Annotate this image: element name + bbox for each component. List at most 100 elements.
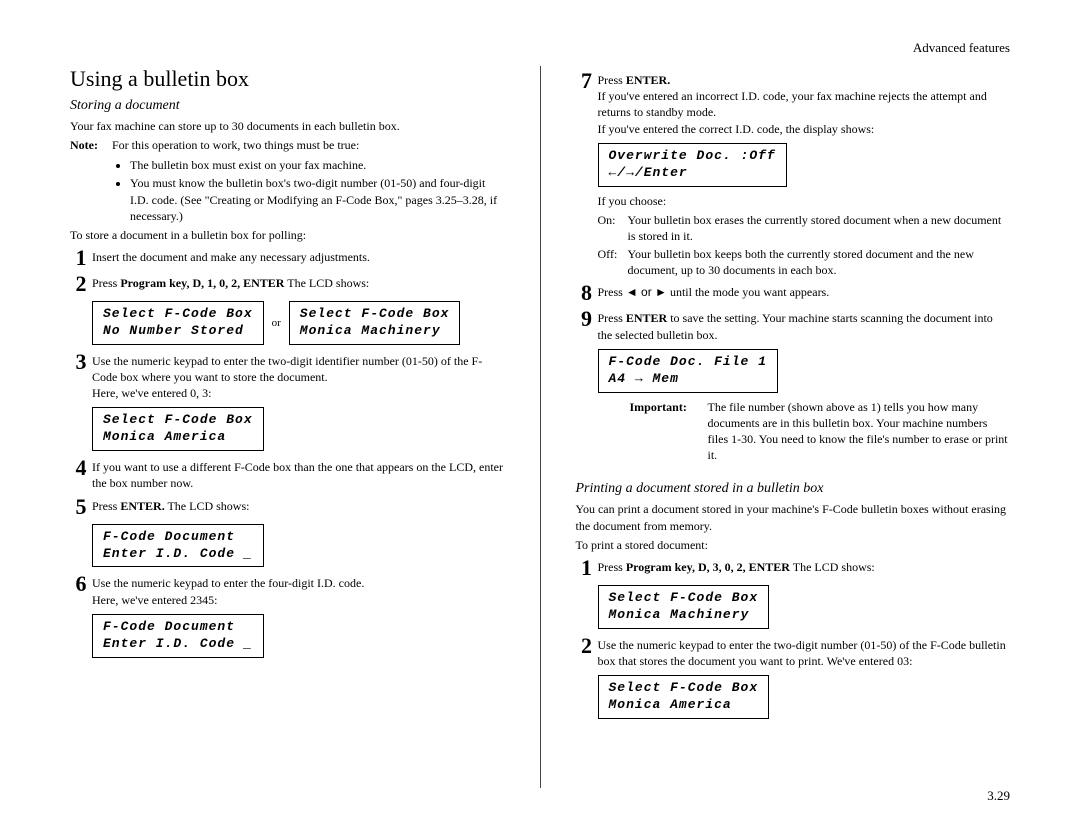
off-label: Off: bbox=[598, 246, 628, 278]
bullet-item: The bulletin box must exist on your fax … bbox=[130, 157, 505, 173]
right-column: 7 Press ENTER. If you've entered an inco… bbox=[576, 66, 1011, 788]
column-divider bbox=[540, 66, 541, 788]
lcd-row: F-Code Doc. File 1 A4 → Mem bbox=[598, 347, 1011, 395]
lcd-display: F-Code Doc. File 1 A4 → Mem bbox=[598, 349, 778, 393]
step-4: 4 If you want to use a different F-Code … bbox=[70, 457, 505, 491]
page: Advanced features Using a bulletin box S… bbox=[0, 0, 1080, 834]
lcd-display: Select F-Code Box Monica Machinery bbox=[598, 585, 770, 629]
lcd-line: Select F-Code Box bbox=[609, 590, 759, 607]
lcd-display: Select F-Code Box Monica Machinery bbox=[289, 301, 461, 345]
lcd-row: F-Code Document Enter I.D. Code _ bbox=[92, 522, 505, 570]
lcd-row: Select F-Code Box Monica America bbox=[598, 673, 1011, 721]
lcd-row: Select F-Code Box No Number Stored or Se… bbox=[92, 299, 505, 347]
step-body: Press ENTER. If you've entered an incorr… bbox=[598, 70, 1011, 137]
off-row: Off: Your bulletin box keeps both the cu… bbox=[598, 246, 1011, 278]
step-num: 9 bbox=[576, 308, 598, 342]
step-body: Use the numeric keypad to enter the two-… bbox=[598, 635, 1011, 669]
on-label: On: bbox=[598, 212, 628, 244]
step-1: 1 Insert the document and make any neces… bbox=[70, 247, 505, 269]
step-num: 8 bbox=[576, 282, 598, 304]
step-6: 6 Use the numeric keypad to enter the fo… bbox=[70, 573, 505, 607]
to-store: To store a document in a bulletin box fo… bbox=[70, 227, 505, 243]
on-off-list: On: Your bulletin box erases the current… bbox=[598, 212, 1011, 279]
step-num: 5 bbox=[70, 496, 92, 518]
note-label: Note: bbox=[70, 138, 112, 153]
step-5: 5 Press ENTER. The LCD shows: bbox=[70, 496, 505, 518]
lcd-line: No Number Stored bbox=[103, 323, 253, 340]
step-body: If you want to use a different F-Code bo… bbox=[92, 457, 505, 491]
step-9: 9 Press ENTER to save the setting. Your … bbox=[576, 308, 1011, 342]
step-8: 8 Press ◄ or ► until the mode you want a… bbox=[576, 282, 1011, 304]
step-num: 2 bbox=[70, 273, 92, 295]
lcd-line: Monica America bbox=[609, 697, 759, 714]
note-row: Note: For this operation to work, two th… bbox=[70, 138, 505, 153]
print-step-2: 2 Use the numeric keypad to enter the tw… bbox=[576, 635, 1011, 669]
lcd-line: ←/→/Enter bbox=[609, 165, 776, 182]
lcd-row: Overwrite Doc. :Off ←/→/Enter bbox=[598, 141, 1011, 189]
print-step-1: 1 Press Program key, D, 3, 0, 2, ENTER T… bbox=[576, 557, 1011, 579]
to-print: To print a stored document: bbox=[576, 537, 1011, 553]
lcd-line: F-Code Document bbox=[103, 529, 253, 546]
lcd-line: Select F-Code Box bbox=[103, 306, 253, 323]
lcd-line: Monica Machinery bbox=[609, 607, 759, 624]
section-title: Using a bulletin box bbox=[70, 66, 505, 92]
step-num: 2 bbox=[576, 635, 598, 669]
subsection-title: Storing a document bbox=[70, 98, 505, 114]
header-right: Advanced features bbox=[70, 40, 1010, 56]
lcd-display: Overwrite Doc. :Off ←/→/Enter bbox=[598, 143, 787, 187]
lcd-line: Select F-Code Box bbox=[103, 412, 253, 429]
print-intro: You can print a document stored in your … bbox=[576, 501, 1011, 533]
columns-wrap: Using a bulletin box Storing a document … bbox=[70, 66, 1010, 788]
off-text: Your bulletin box keeps both the current… bbox=[628, 246, 1011, 278]
lcd-display: F-Code Document Enter I.D. Code _ bbox=[92, 524, 264, 568]
step-body: Press Program key, D, 1, 0, 2, ENTER The… bbox=[92, 273, 505, 295]
page-number: 3.29 bbox=[70, 788, 1010, 804]
step-body: Press ◄ or ► until the mode you want app… bbox=[598, 282, 1011, 304]
step-body: Insert the document and make any necessa… bbox=[92, 247, 505, 269]
important-text: The file number (shown above as 1) tells… bbox=[708, 399, 1011, 464]
lcd-line: Monica Machinery bbox=[300, 323, 450, 340]
step-body: Use the numeric keypad to enter the two-… bbox=[92, 351, 505, 402]
lcd-line: Select F-Code Box bbox=[300, 306, 450, 323]
lcd-line: F-Code Doc. File 1 bbox=[609, 354, 767, 371]
on-row: On: Your bulletin box erases the current… bbox=[598, 212, 1011, 244]
lcd-row: Select F-Code Box Monica America bbox=[92, 405, 505, 453]
step-num: 7 bbox=[576, 70, 598, 137]
step-7: 7 Press ENTER. If you've entered an inco… bbox=[576, 70, 1011, 137]
intro-text: Your fax machine can store up to 30 docu… bbox=[70, 118, 505, 134]
bullet-item: You must know the bulletin box's two-dig… bbox=[130, 175, 505, 224]
step-num: 1 bbox=[576, 557, 598, 579]
lcd-display: Select F-Code Box No Number Stored bbox=[92, 301, 264, 345]
step-body: Press Program key, D, 3, 0, 2, ENTER The… bbox=[598, 557, 1011, 579]
or-text: or bbox=[272, 317, 281, 329]
step-num: 6 bbox=[70, 573, 92, 607]
lcd-line: Select F-Code Box bbox=[609, 680, 759, 697]
step-body: Press ENTER to save the setting. Your ma… bbox=[598, 308, 1011, 342]
step-body: Use the numeric keypad to enter the four… bbox=[92, 573, 505, 607]
on-text: Your bulletin box erases the currently s… bbox=[628, 212, 1011, 244]
lcd-display: Select F-Code Box Monica America bbox=[92, 407, 264, 451]
lcd-line: Monica America bbox=[103, 429, 253, 446]
lcd-line: Enter I.D. Code _ bbox=[103, 636, 253, 653]
if-choose: If you choose: bbox=[598, 193, 1011, 209]
step-body: Press ENTER. The LCD shows: bbox=[92, 496, 505, 518]
bullet-list: The bulletin box must exist on your fax … bbox=[70, 157, 505, 224]
subsection-title: Printing a document stored in a bulletin… bbox=[576, 481, 1011, 497]
lcd-row: F-Code Document Enter I.D. Code _ bbox=[92, 612, 505, 660]
left-column: Using a bulletin box Storing a document … bbox=[70, 66, 505, 788]
step-num: 3 bbox=[70, 351, 92, 402]
lcd-line: A4 → Mem bbox=[609, 371, 767, 388]
step-3: 3 Use the numeric keypad to enter the tw… bbox=[70, 351, 505, 402]
step-num: 1 bbox=[70, 247, 92, 269]
note-text: For this operation to work, two things m… bbox=[112, 138, 359, 153]
lcd-line: Enter I.D. Code _ bbox=[103, 546, 253, 563]
important-label: Important: bbox=[630, 399, 708, 464]
lcd-line: F-Code Document bbox=[103, 619, 253, 636]
lcd-line: Overwrite Doc. :Off bbox=[609, 148, 776, 165]
lcd-display: F-Code Document Enter I.D. Code _ bbox=[92, 614, 264, 658]
step-2: 2 Press Program key, D, 1, 0, 2, ENTER T… bbox=[70, 273, 505, 295]
important-row: Important: The file number (shown above … bbox=[630, 399, 1011, 464]
step-num: 4 bbox=[70, 457, 92, 491]
lcd-row: Select F-Code Box Monica Machinery bbox=[598, 583, 1011, 631]
lcd-display: Select F-Code Box Monica America bbox=[598, 675, 770, 719]
